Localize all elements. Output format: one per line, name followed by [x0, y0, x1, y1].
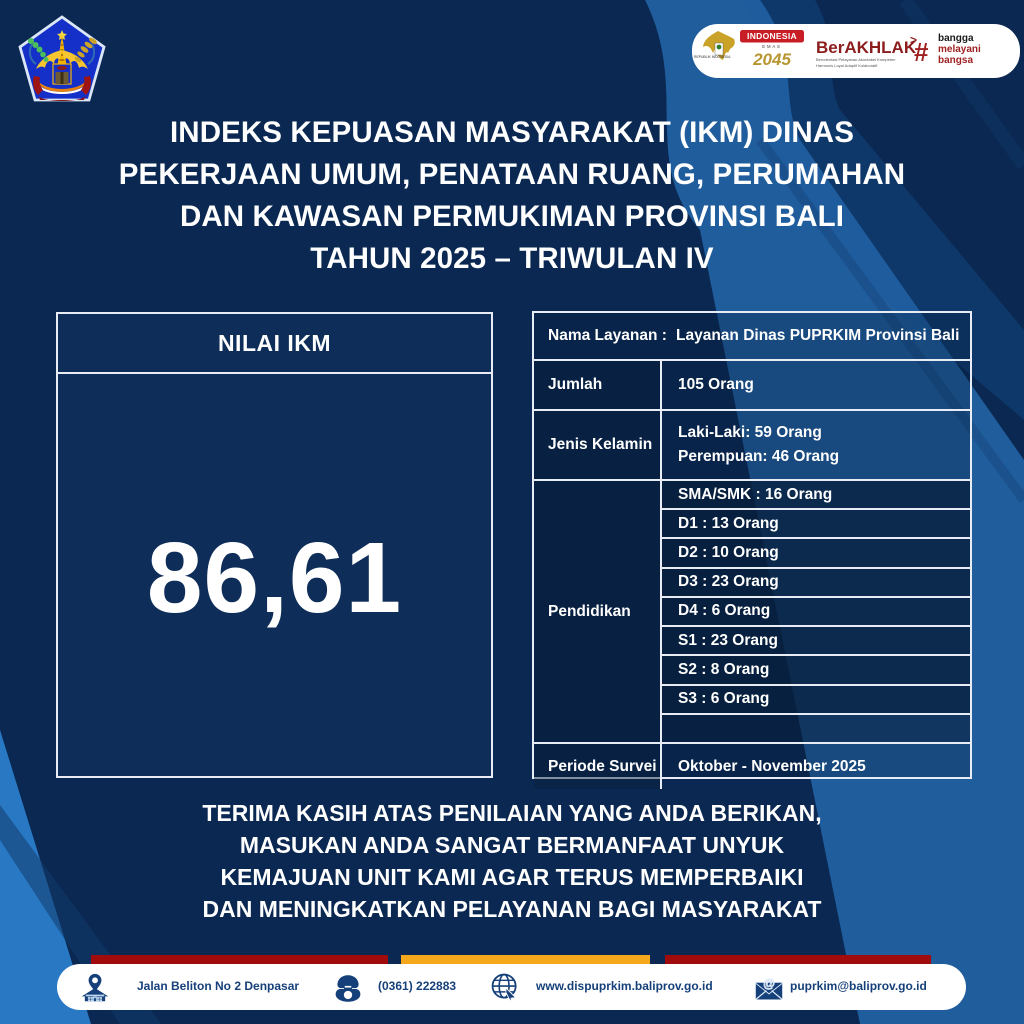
svg-text:bangsa: bangsa — [938, 55, 973, 66]
svg-text:Berorientasi Pelayanan Akuntab: Berorientasi Pelayanan Akuntabel Kompete… — [816, 57, 895, 62]
svg-text:@: @ — [763, 977, 775, 991]
svg-text:#: # — [914, 37, 929, 67]
svg-text:REPUBLIK INDONESIA: REPUBLIK INDONESIA — [694, 55, 731, 59]
svg-text:Harmonis Loyal Adaptif Kolabor: Harmonis Loyal Adaptif Kolaboratif — [816, 63, 878, 68]
svg-text:melayani: melayani — [938, 44, 981, 55]
svg-text:bangga: bangga — [938, 33, 974, 44]
svg-text:INDONESIA: INDONESIA — [747, 31, 797, 41]
svg-text:BerAKHLAK: BerAKHLAK — [816, 38, 917, 57]
svg-text:2045: 2045 — [752, 50, 791, 69]
svg-text:EMAS: EMAS — [762, 44, 781, 49]
